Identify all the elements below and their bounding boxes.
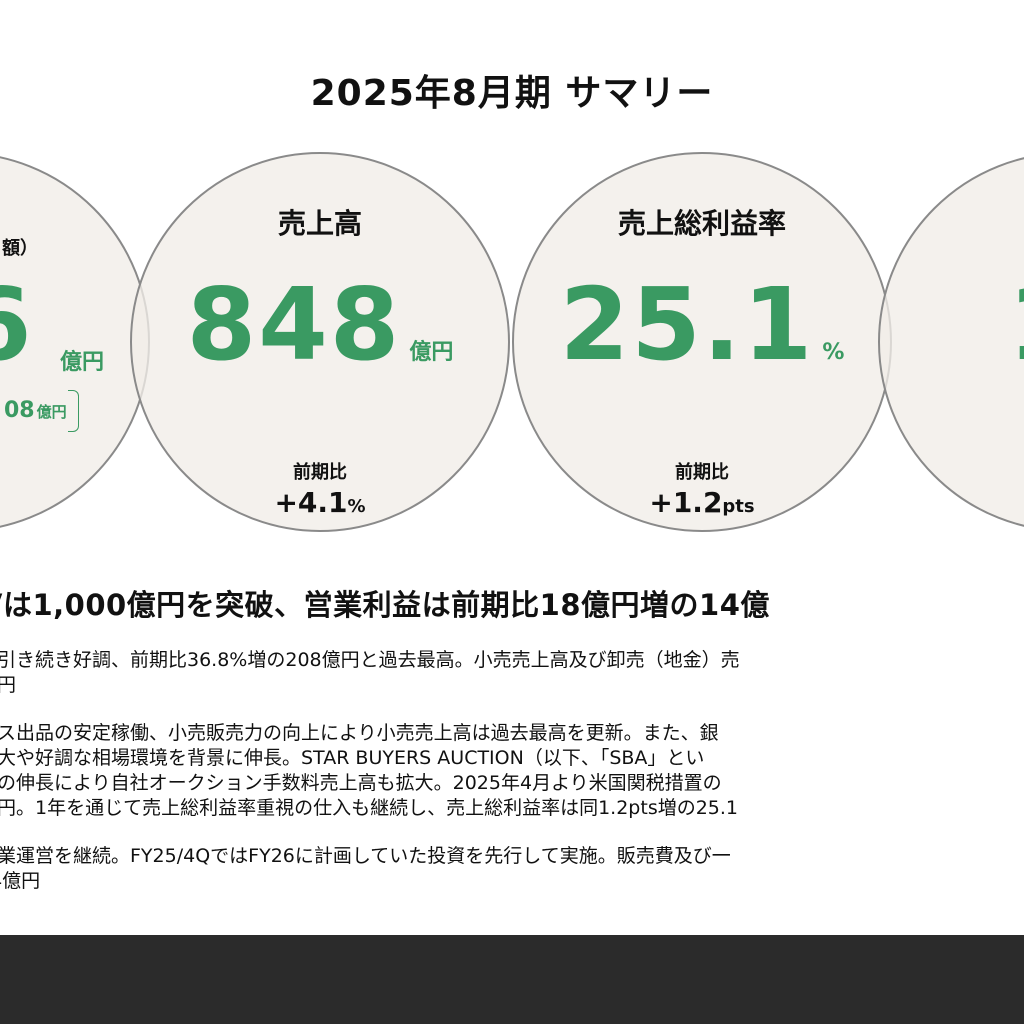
metric-1-value: 6 xyxy=(0,266,32,383)
metric-1-unit: 億円 xyxy=(60,350,105,375)
metric-2-value-row: 848 億円 xyxy=(132,266,508,383)
metric-2-compare-value: +4.1 xyxy=(274,486,348,519)
metric-4-label: ・ xyxy=(1016,196,1024,228)
metric-1-bracket xyxy=(68,390,79,432)
metric-3-compare: +1.2pts xyxy=(514,486,890,519)
metric-1-sub-value: 08 xyxy=(4,398,35,423)
metric-2-compare-label: 前期比 xyxy=(293,462,347,483)
page-title: 2025年8月期 サマリー xyxy=(310,73,714,114)
paragraph-line: 億円。1年を通じて売上総利益率重視の仕入も継続し、売上総利益率は同1.2pts増… xyxy=(0,797,739,819)
paragraph-line: は引き続き好調、前期比36.8%増の208億円と過去最高。小売売上高及び卸売（地… xyxy=(0,649,740,671)
metric-1-sub: 08 億円 xyxy=(4,398,67,423)
metric-3-label: 売上総利益率 xyxy=(617,207,786,240)
metric-2-label: 売上高 xyxy=(277,207,362,240)
metric-2-unit: 億円 xyxy=(409,340,454,365)
metric-2-compare-unit: % xyxy=(347,496,366,517)
metric-3-unit: % xyxy=(822,340,845,365)
metric-3-compare-value: +1.2 xyxy=(649,486,723,519)
paragraph-line: 拡大や好調な相場環境を背景に伸長。STAR BUYERS AUCTION（以下、… xyxy=(0,747,705,769)
metric-3-value-row: 25.1% xyxy=(514,266,890,383)
summary-headline: Vは1,000億円を突破、営業利益は前期比18億円増の14億 xyxy=(0,588,770,622)
summary-body: は引き続き好調、前期比36.8%増の208億円と過去最高。小売売上高及び卸売（地… xyxy=(0,648,1024,894)
metric-1-sub-unit: 億円 xyxy=(36,403,67,421)
metric-circle-sales: 売上高 848 億円 前期比 +4.1% xyxy=(130,152,510,532)
metric-4-value: 1 xyxy=(1008,266,1024,383)
footer-band xyxy=(0,935,1024,1024)
metric-2-value: 848 xyxy=(186,266,402,383)
metric-3-compare-label: 前期比 xyxy=(675,462,729,483)
metric-1-label: 額） xyxy=(2,238,38,259)
paragraph-line: 額の伸長により自社オークション手数料売上高も拡大。2025年4月より米国関税措置… xyxy=(0,772,722,794)
metric-3-value: 25.1 xyxy=(559,266,815,383)
metric-circle-1: 額） 6 億円 08億円 xyxy=(0,152,150,532)
metric-2-compare: +4.1% xyxy=(132,486,508,519)
paragraph-line: レス出品の安定稼働、小売販売力の向上により小売売上高は過去最高を更新。また、銀 xyxy=(0,722,719,744)
metric-circle-4: ・ 1 xyxy=(878,152,1024,532)
metric-circle-gross-margin: 売上総利益率 25.1% 前期比 +1.2pts xyxy=(512,152,892,532)
paragraph-line: 14億円 xyxy=(0,870,41,892)
paragraph-line: 億円 xyxy=(0,674,17,696)
paragraph-line: 事業運営を継続。FY25/4QではFY26に計画していた投資を先行して実施。販売… xyxy=(0,845,731,867)
metric-3-compare-unit: pts xyxy=(722,496,755,517)
